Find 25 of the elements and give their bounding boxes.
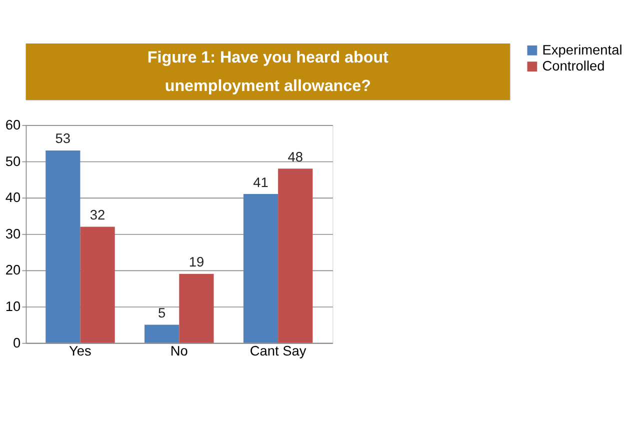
y-tick-label: 30 [5, 226, 21, 242]
bar [144, 324, 180, 343]
x-tick-label: Cant Say [250, 343, 306, 358]
bar [243, 194, 278, 343]
bar [80, 226, 115, 343]
data-label: 41 [253, 174, 268, 190]
chart-title: Figure 1: Have you heard about unemployment allowance? [147, 48, 390, 95]
y-tick-label: 10 [5, 299, 21, 314]
y-tick-label: 40 [5, 190, 21, 206]
y-tick-label: 0 [12, 335, 21, 350]
x-tick-label: Yes [69, 343, 92, 358]
data-label: 48 [288, 149, 304, 164]
data-label: 53 [55, 131, 71, 146]
data-label: 32 [90, 207, 106, 222]
y-tick-label: 20 [5, 262, 21, 278]
y-tick-label: 50 [5, 154, 21, 169]
data-label: 19 [188, 254, 204, 270]
legend-label: Experimental [542, 42, 622, 58]
legend-label: Controlled [542, 58, 605, 74]
x-tick-label: No [170, 343, 188, 358]
bar [46, 150, 80, 343]
bar [278, 168, 313, 343]
data-label: 5 [158, 306, 166, 321]
bar [179, 274, 214, 343]
y-tick-label: 60 [5, 117, 21, 132]
